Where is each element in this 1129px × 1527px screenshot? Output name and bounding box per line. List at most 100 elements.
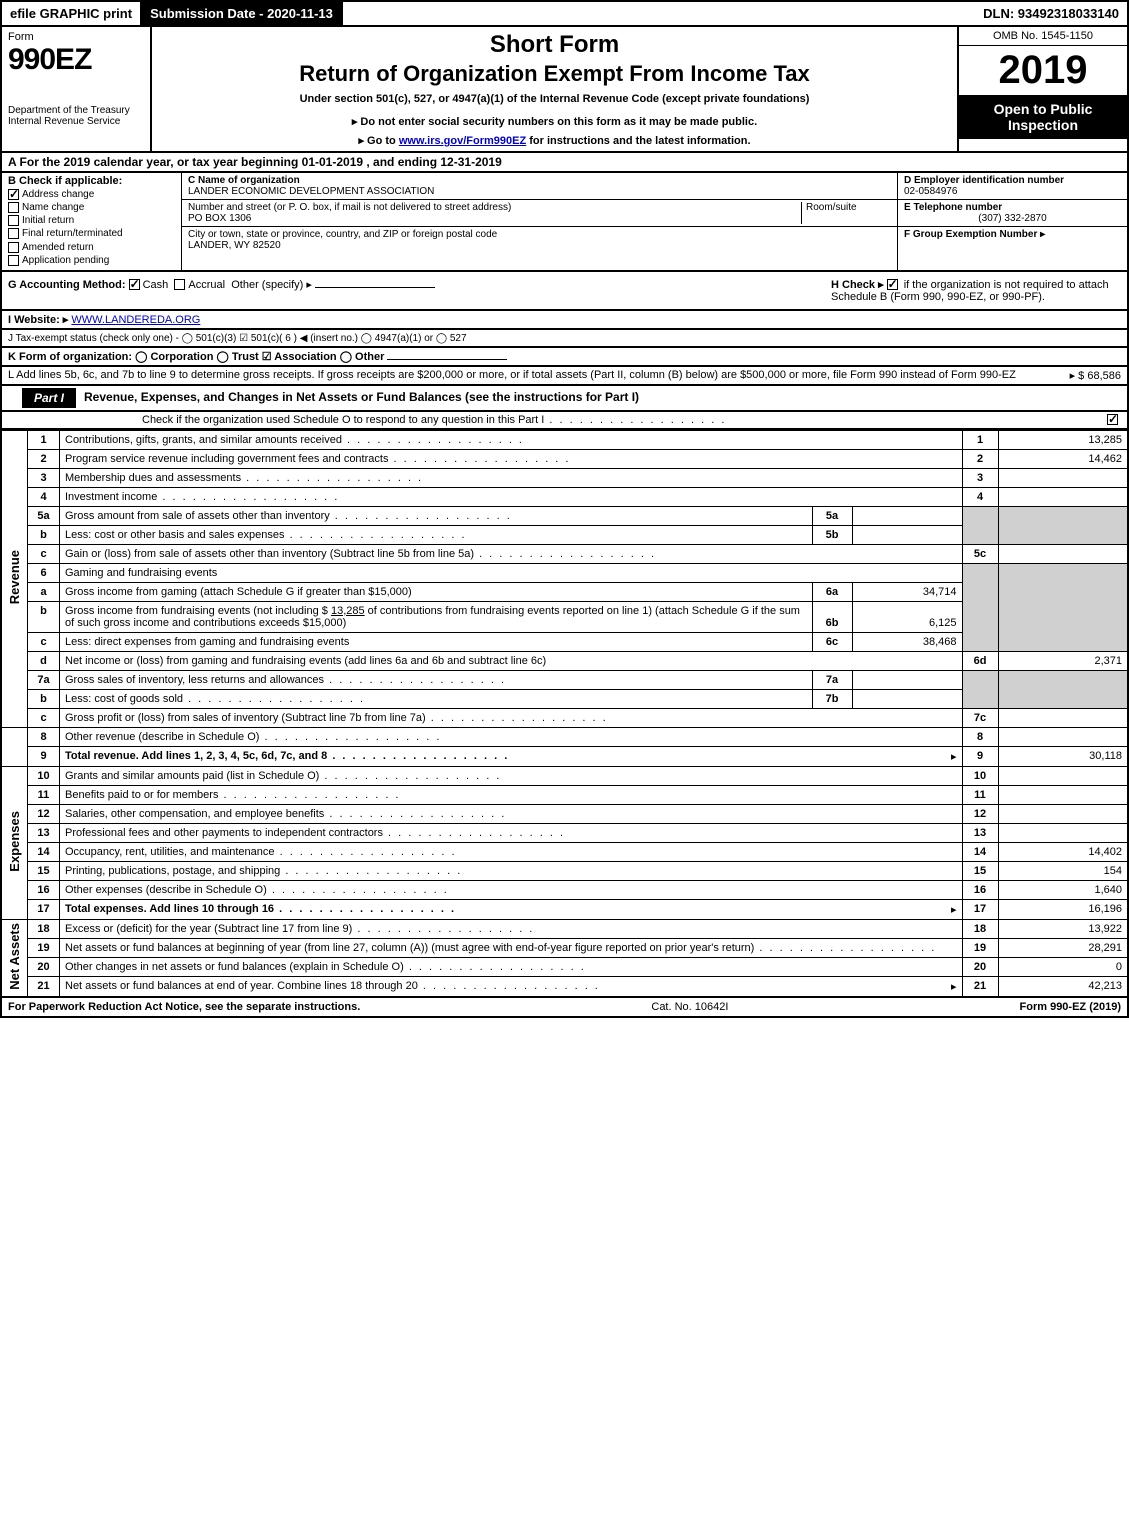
chk-initial-return[interactable]: Initial return <box>8 215 175 226</box>
l14-val: 14,402 <box>998 842 1128 861</box>
l9-col: 9 <box>962 746 998 766</box>
l3-desc: Membership dues and assessments <box>60 468 963 487</box>
l6-desc: Gaming and fundraising events <box>60 563 963 582</box>
l3-num: 3 <box>28 468 60 487</box>
l7ab-shade2 <box>998 670 1128 708</box>
l5a-desc: Gross amount from sale of assets other t… <box>60 506 813 525</box>
c-street-label: Number and street (or P. O. box, if mail… <box>188 202 511 213</box>
j-text: J Tax-exempt status (check only one) - ◯… <box>8 333 467 344</box>
l11-num: 11 <box>28 785 60 804</box>
l7c-col: 7c <box>962 708 998 727</box>
h-check[interactable] <box>887 279 898 290</box>
l3-col: 3 <box>962 468 998 487</box>
l2-desc: Program service revenue including govern… <box>60 449 963 468</box>
l7a-ib: 7a <box>812 670 852 689</box>
l6a-num: a <box>28 582 60 601</box>
l18-desc: Excess or (deficit) for the year (Subtra… <box>60 919 963 938</box>
no-ssn-warning: ▸ Do not enter social security numbers o… <box>162 115 947 128</box>
l14-desc: Occupancy, rent, utilities, and maintena… <box>60 842 963 861</box>
l9-val: 30,118 <box>998 746 1128 766</box>
c-city-label: City or town, state or province, country… <box>188 229 497 240</box>
short-form-title: Short Form <box>162 31 947 59</box>
l15-desc: Printing, publications, postage, and shi… <box>60 861 963 880</box>
l5b-num: b <box>28 525 60 544</box>
l7b-num: b <box>28 689 60 708</box>
l19-desc: Net assets or fund balances at beginning… <box>60 938 963 957</box>
l6b-num: b <box>28 601 60 632</box>
row-l: L Add lines 5b, 6c, and 7b to line 9 to … <box>0 367 1129 386</box>
l12-col: 12 <box>962 804 998 823</box>
g-other-input[interactable] <box>315 287 435 288</box>
l4-col: 4 <box>962 487 998 506</box>
l5a-iv <box>852 506 962 525</box>
h-label: H Check ▸ <box>831 279 887 291</box>
l5ab-shade1 <box>962 506 998 544</box>
chk-name-change[interactable]: Name change <box>8 202 175 213</box>
row-i: I Website: ▸ WWW.LANDEREDA.ORG <box>0 311 1129 330</box>
part1-header: Part I Revenue, Expenses, and Changes in… <box>0 386 1129 412</box>
footer-right: Form 990-EZ (2019) <box>1020 1001 1121 1013</box>
part1-sub: Check if the organization used Schedule … <box>0 412 1129 430</box>
l17-val: 16,196 <box>998 899 1128 919</box>
chk-address-change[interactable]: Address change <box>8 189 175 200</box>
l8-num: 8 <box>28 727 60 746</box>
l17-desc: Total expenses. Add lines 10 through 16 … <box>60 899 963 919</box>
l7b-iv <box>852 689 962 708</box>
l6c-desc: Less: direct expenses from gaming and fu… <box>60 632 813 651</box>
goto-post: for instructions and the latest informat… <box>526 135 750 147</box>
part1-sub-check[interactable] <box>1107 414 1118 425</box>
l6d-val: 2,371 <box>998 651 1128 670</box>
side-revenue-cont <box>1 727 28 766</box>
chk-amended-return-label: Amended return <box>22 242 94 253</box>
l9-num: 9 <box>28 746 60 766</box>
chk-application-pending[interactable]: Application pending <box>8 255 175 266</box>
row-h: H Check ▸ if the organization is not req… <box>831 278 1121 303</box>
g-accrual: Accrual <box>188 279 225 291</box>
l13-desc: Professional fees and other payments to … <box>60 823 963 842</box>
chk-initial-return-label: Initial return <box>22 215 74 226</box>
under-section: Under section 501(c), 527, or 4947(a)(1)… <box>162 93 947 105</box>
g-accrual-check[interactable] <box>174 279 185 290</box>
l7c-val <box>998 708 1128 727</box>
ledger-table: Revenue 1 Contributions, gifts, grants, … <box>0 430 1129 998</box>
l6-num: 6 <box>28 563 60 582</box>
l18-val: 13,922 <box>998 919 1128 938</box>
g-label: G Accounting Method: <box>8 279 126 291</box>
website-link[interactable]: WWW.LANDEREDA.ORG <box>71 314 200 326</box>
k-other-input[interactable] <box>387 359 507 360</box>
l21-desc: Net assets or fund balances at end of ye… <box>60 976 963 997</box>
l1-val: 13,285 <box>998 430 1128 449</box>
l1-num: 1 <box>28 430 60 449</box>
l8-val <box>998 727 1128 746</box>
l11-col: 11 <box>962 785 998 804</box>
return-title: Return of Organization Exempt From Incom… <box>162 61 947 87</box>
form-number: 990EZ <box>8 43 144 77</box>
l4-desc: Investment income <box>60 487 963 506</box>
l11-val <box>998 785 1128 804</box>
l4-num: 4 <box>28 487 60 506</box>
l7c-num: c <box>28 708 60 727</box>
g-other: Other (specify) ▸ <box>231 279 312 291</box>
l12-val <box>998 804 1128 823</box>
l6-shade1 <box>962 563 998 651</box>
chk-final-return[interactable]: Final return/terminated <box>8 228 175 239</box>
l6d-desc: Net income or (loss) from gaming and fun… <box>60 651 963 670</box>
f-group-label: F Group Exemption Number ▸ <box>904 229 1045 240</box>
l20-val: 0 <box>998 957 1128 976</box>
efile-label[interactable]: efile GRAPHIC print <box>2 2 140 25</box>
footer-left: For Paperwork Reduction Act Notice, see … <box>8 1001 360 1013</box>
footer-mid: Cat. No. 10642I <box>651 1001 728 1013</box>
l5a-ib: 5a <box>812 506 852 525</box>
chk-amended-return[interactable]: Amended return <box>8 242 175 253</box>
chk-address-change-label: Address change <box>22 189 94 200</box>
l1-col: 1 <box>962 430 998 449</box>
header-center: Short Form Return of Organization Exempt… <box>152 27 957 151</box>
l15-val: 154 <box>998 861 1128 880</box>
header-right: OMB No. 1545-1150 2019 Open to Public In… <box>957 27 1127 151</box>
g-cash-check[interactable] <box>129 279 140 290</box>
l5c-col: 5c <box>962 544 998 563</box>
goto-link[interactable]: www.irs.gov/Form990EZ <box>399 135 526 147</box>
form-header: Form 990EZ Department of the Treasury In… <box>0 27 1129 153</box>
chk-application-pending-label: Application pending <box>22 255 109 266</box>
l10-desc: Grants and similar amounts paid (list in… <box>60 766 963 785</box>
